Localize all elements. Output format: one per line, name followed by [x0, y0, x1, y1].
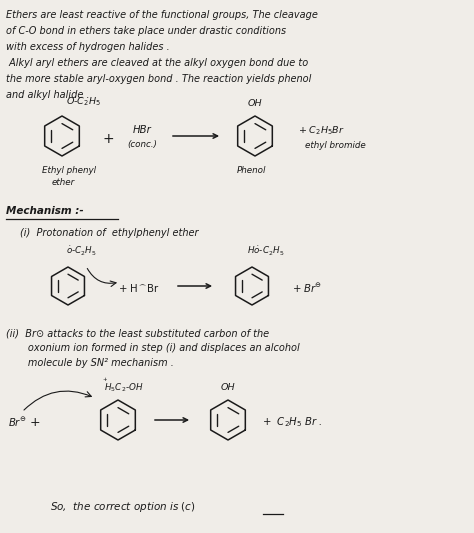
Text: +: + — [102, 132, 114, 146]
Text: (ii)  Br⊙ attacks to the least substituted carbon of the: (ii) Br⊙ attacks to the least substitute… — [6, 328, 269, 338]
Text: molecule by SN² mechanism .: molecule by SN² mechanism . — [6, 358, 174, 368]
Text: So,  the correct option is $(c)$: So, the correct option is $(c)$ — [50, 500, 196, 514]
Text: (i)  Protonation of  ethylphenyl ether: (i) Protonation of ethylphenyl ether — [20, 228, 199, 238]
Text: the more stable aryl-oxygen bond . The reaction yields phenol: the more stable aryl-oxygen bond . The r… — [6, 74, 311, 84]
Text: ethyl bromide: ethyl bromide — [305, 141, 366, 150]
Text: +  C$_2$H$_5$ Br .: + C$_2$H$_5$ Br . — [262, 415, 323, 429]
Text: OH: OH — [221, 383, 235, 392]
Text: Ethers are least reactive of the functional groups, The cleavage: Ethers are least reactive of the functio… — [6, 10, 318, 20]
Text: + Br$^{\ominus}$: + Br$^{\ominus}$ — [292, 281, 322, 295]
Text: + $\mathsf{H}$$^{\frown}$$\!\mathsf{Br}$: + $\mathsf{H}$$^{\frown}$$\!\mathsf{Br}$ — [118, 282, 159, 294]
Text: and alkyl halide .: and alkyl halide . — [6, 90, 90, 100]
Text: + C$_2$H$_5$Br: + C$_2$H$_5$Br — [298, 125, 345, 138]
Text: ether: ether — [52, 178, 75, 187]
Text: Br$^{\ominus}$: Br$^{\ominus}$ — [8, 415, 27, 429]
Text: Phenol: Phenol — [237, 166, 266, 175]
Text: $^{+}$: $^{+}$ — [102, 377, 108, 386]
Text: (conc.): (conc.) — [127, 140, 157, 149]
Text: OH: OH — [248, 99, 262, 108]
Text: O-C$_2$H$_5$: O-C$_2$H$_5$ — [66, 95, 101, 108]
Text: HBr: HBr — [133, 125, 151, 135]
Text: H$_5$C$_2$-OH: H$_5$C$_2$-OH — [104, 382, 144, 394]
Text: with excess of hydrogen halides .: with excess of hydrogen halides . — [6, 42, 170, 52]
Text: of C-O bond in ethers take place under drastic conditions: of C-O bond in ethers take place under d… — [6, 26, 286, 36]
Text: Mechanism :-: Mechanism :- — [6, 206, 83, 216]
Text: Ethyl phenyl: Ethyl phenyl — [42, 166, 96, 175]
Text: Alkyl aryl ethers are cleaved at the alkyl oxygen bond due to: Alkyl aryl ethers are cleaved at the alk… — [6, 58, 308, 68]
Text: oxonium ion formed in step (i) and displaces an alcohol: oxonium ion formed in step (i) and displ… — [6, 343, 300, 353]
Text: +: + — [30, 416, 40, 429]
Text: H$\dot{o}$-C$_2$H$_5$: H$\dot{o}$-C$_2$H$_5$ — [247, 245, 284, 258]
Text: $\dot{o}$-C$_2$H$_5$: $\dot{o}$-C$_2$H$_5$ — [66, 245, 97, 258]
